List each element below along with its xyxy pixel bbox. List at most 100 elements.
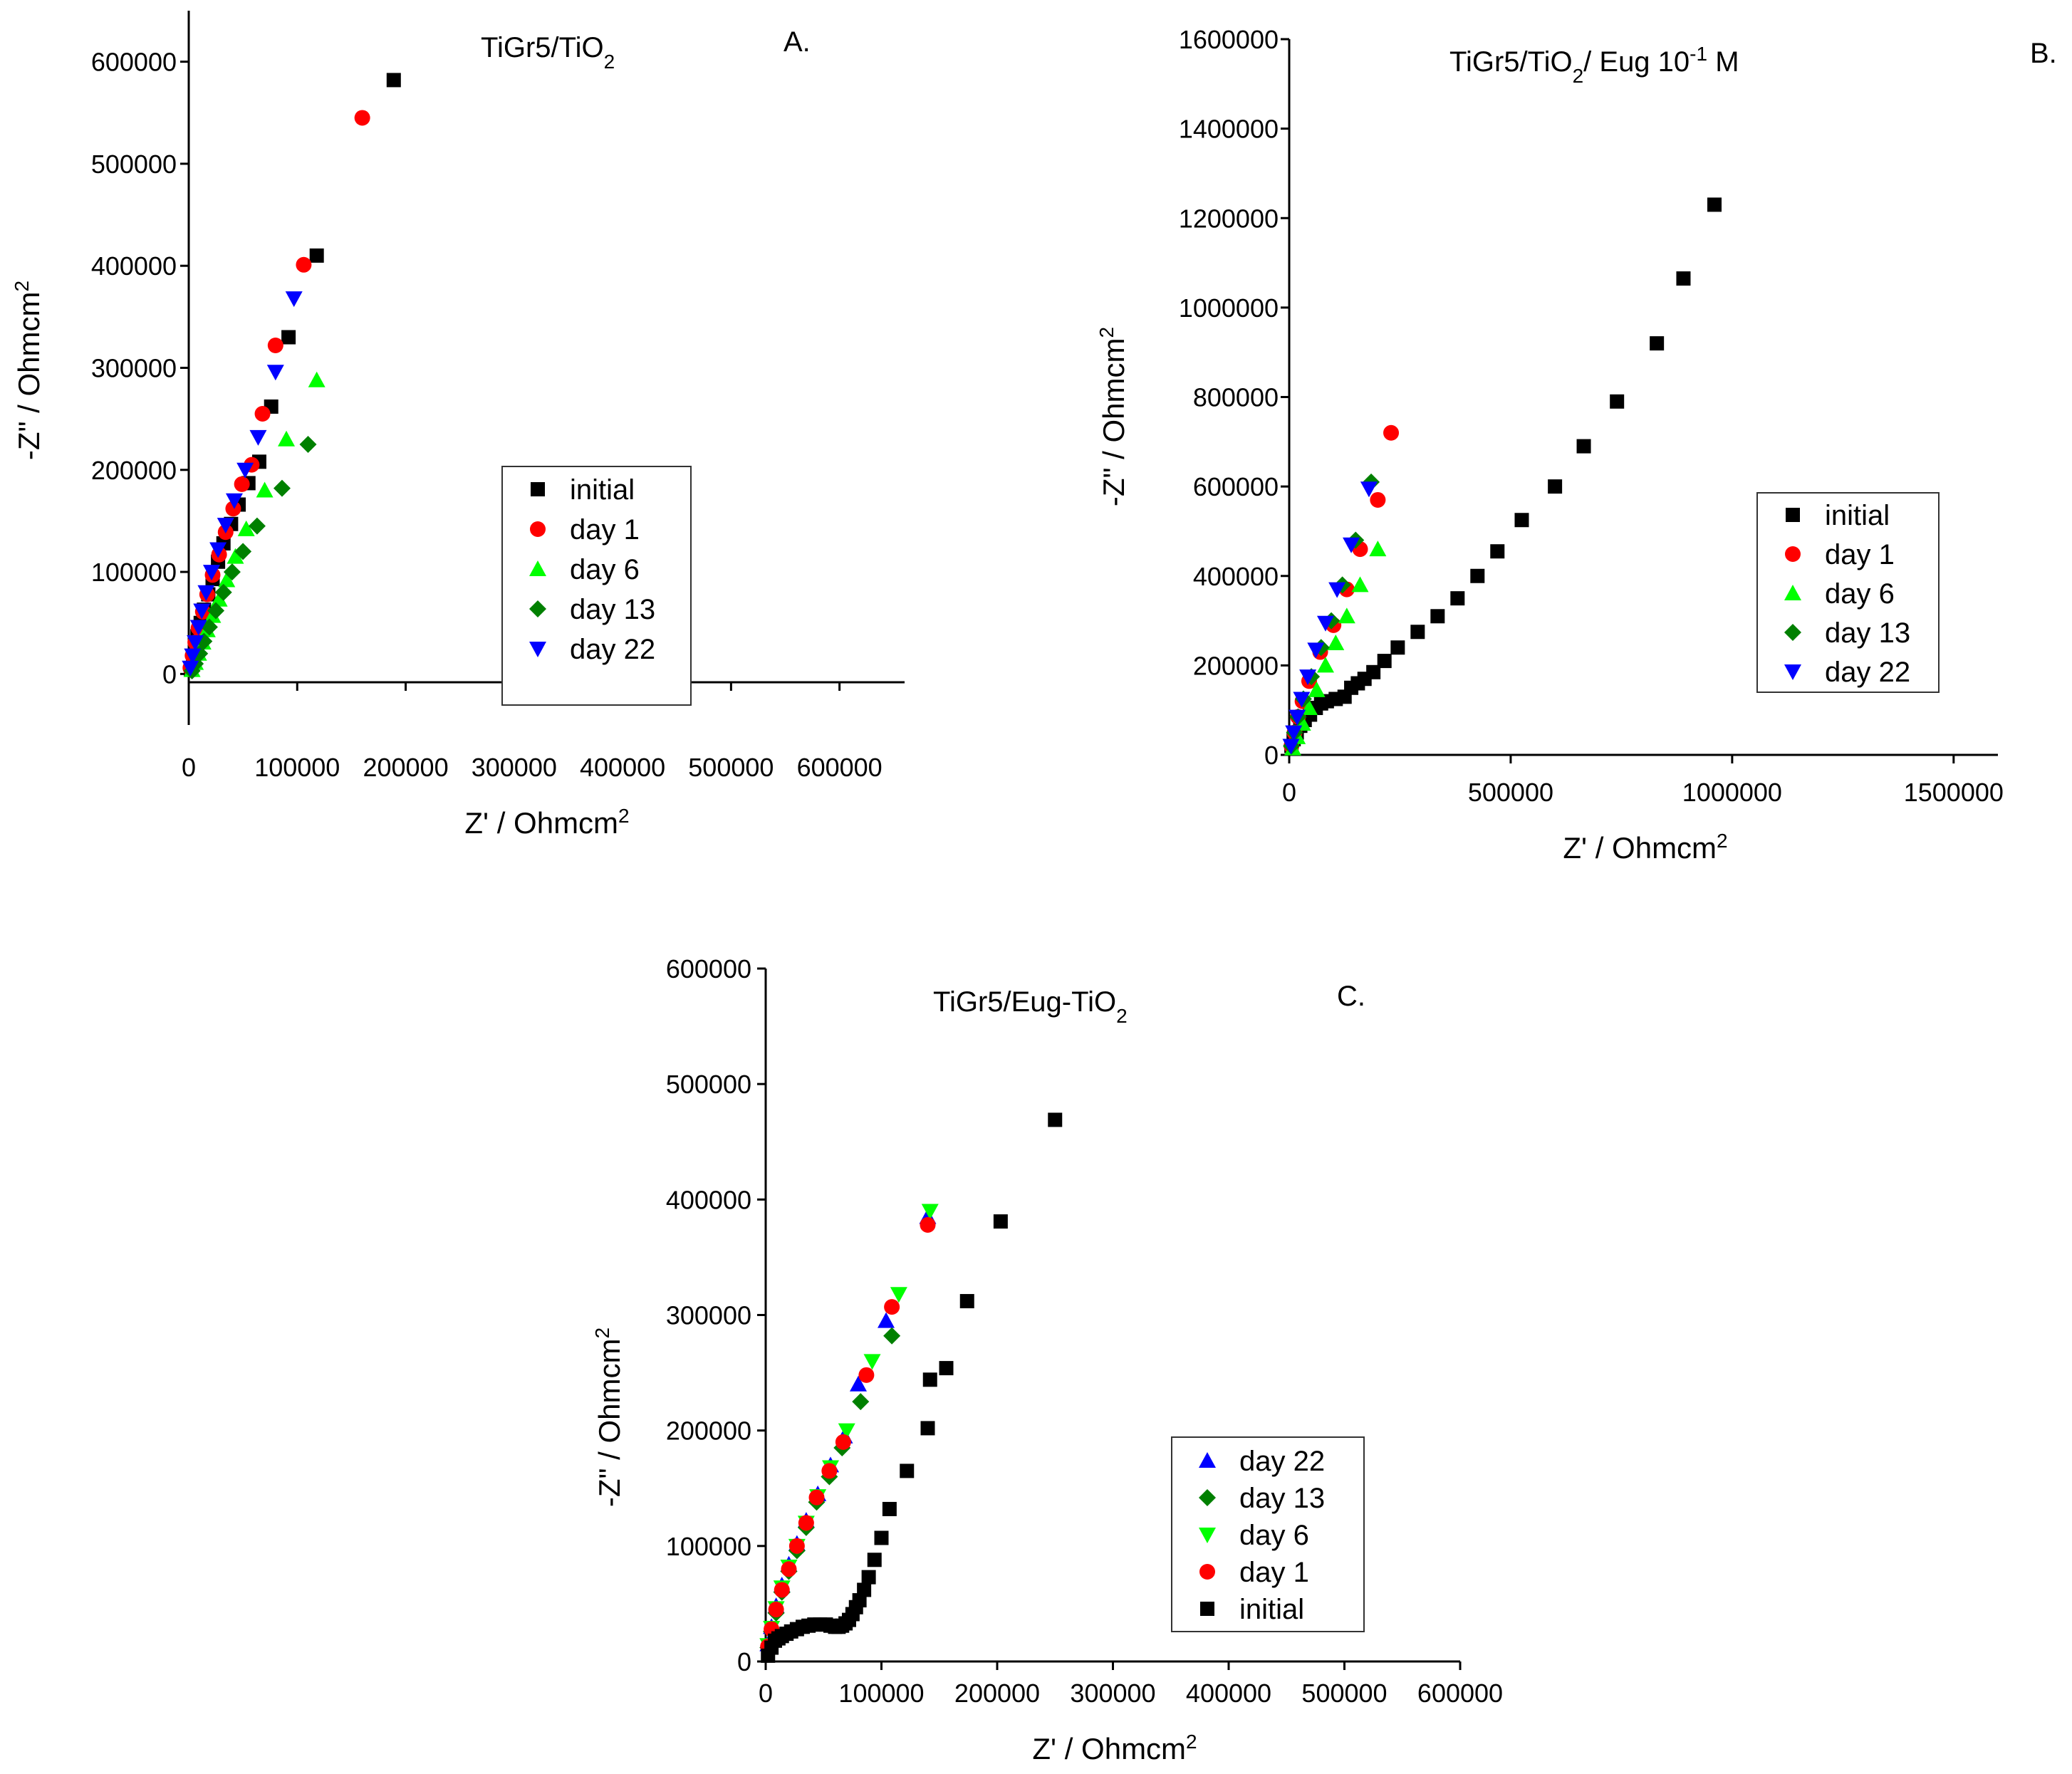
legend-marker bbox=[1199, 1564, 1215, 1580]
y-tick-label: 400000 bbox=[666, 1185, 751, 1214]
data-point bbox=[1308, 681, 1326, 697]
data-point bbox=[1450, 591, 1465, 606]
data-point bbox=[781, 1561, 797, 1577]
chart-title: TiGr5/TiO2 bbox=[481, 32, 615, 73]
data-point bbox=[1576, 439, 1591, 454]
panel-b: 0 500000 1000000 1500000 0 200000 400000 600000… bbox=[1095, 25, 2057, 865]
data-point bbox=[774, 1582, 790, 1598]
data-point bbox=[808, 1489, 825, 1506]
data-point bbox=[921, 1204, 939, 1220]
y-tick-label: 400000 bbox=[91, 251, 177, 281]
data-point bbox=[867, 1553, 882, 1567]
x-tick-label: 400000 bbox=[580, 753, 665, 782]
panel-c: 0 100000 200000 300000 400000 500000 600000 0 10… bbox=[591, 954, 1504, 1765]
data-point bbox=[939, 1361, 954, 1376]
data-point bbox=[299, 435, 317, 453]
y-tick-label: 200000 bbox=[666, 1416, 751, 1446]
data-point bbox=[863, 1354, 881, 1370]
data-point bbox=[1650, 336, 1665, 351]
legend: day 22 day 13 day 6 day 1 initial bbox=[1171, 1436, 1365, 1632]
data-point bbox=[237, 520, 255, 536]
x-tick-label: 200000 bbox=[954, 1679, 1040, 1708]
data-point bbox=[890, 1287, 907, 1303]
data-point bbox=[266, 365, 284, 381]
legend-marker bbox=[1199, 1452, 1216, 1468]
data-point bbox=[214, 583, 232, 601]
legend: initial day 1 day 6 day 13 day 22 bbox=[1756, 492, 1940, 693]
data-point bbox=[1307, 642, 1325, 659]
data-point bbox=[223, 563, 241, 581]
data-point bbox=[234, 476, 250, 492]
x-tick-label: 300000 bbox=[472, 753, 557, 782]
data-point bbox=[278, 430, 296, 447]
data-point bbox=[838, 1423, 855, 1439]
data-point bbox=[861, 1570, 876, 1585]
y-tick-label: 100000 bbox=[91, 558, 177, 587]
legend-label: day 1 bbox=[1239, 1557, 1309, 1588]
data-point bbox=[874, 1530, 889, 1545]
data-point bbox=[227, 548, 244, 564]
data-point bbox=[922, 1372, 937, 1387]
data-point bbox=[281, 330, 296, 345]
data-point bbox=[273, 479, 291, 497]
data-point bbox=[184, 648, 202, 664]
data-point bbox=[1377, 654, 1392, 669]
data-point bbox=[1316, 615, 1334, 632]
legend-marker bbox=[530, 521, 546, 537]
data-point bbox=[1366, 664, 1381, 679]
data-point bbox=[285, 291, 303, 308]
data-point bbox=[207, 602, 225, 620]
data-point bbox=[852, 1393, 870, 1411]
data-point bbox=[882, 1501, 897, 1516]
data-point bbox=[857, 1582, 872, 1597]
y-tick-label: 300000 bbox=[666, 1301, 751, 1330]
legend-label: initial bbox=[1825, 500, 1890, 531]
data-point bbox=[202, 565, 220, 581]
x-axis-label: Z' / Ohmcm2 bbox=[464, 805, 629, 840]
y-tick-label: 100000 bbox=[666, 1532, 751, 1561]
data-point bbox=[883, 1327, 901, 1345]
series-day-22 bbox=[1282, 481, 1378, 755]
data-point bbox=[1490, 544, 1505, 559]
panel-letter: B. bbox=[2030, 38, 2057, 69]
data-point bbox=[821, 1463, 838, 1479]
y-tick-label: 400000 bbox=[1193, 562, 1279, 591]
data-point bbox=[182, 660, 199, 677]
x-tick-label: 1000000 bbox=[1682, 778, 1782, 807]
x-tick-label: 100000 bbox=[254, 753, 340, 782]
data-point bbox=[1299, 669, 1317, 686]
legend-marker bbox=[531, 482, 545, 496]
data-point bbox=[1610, 394, 1625, 409]
data-point bbox=[225, 501, 241, 517]
y-tick-label: 0 bbox=[737, 1647, 751, 1676]
legend-box bbox=[501, 466, 692, 706]
x-axis-label: Z' / Ohmcm2 bbox=[1563, 830, 1727, 865]
data-point bbox=[236, 462, 254, 479]
x-tick-label: 1500000 bbox=[1904, 778, 2004, 807]
series-initial bbox=[184, 73, 401, 677]
data-point bbox=[1707, 197, 1722, 212]
panel-a: 0 100000 200000 300000 400000 500000 600000 0 10… bbox=[11, 11, 905, 840]
y-tick-label: 300000 bbox=[91, 354, 177, 383]
data-point bbox=[1514, 513, 1529, 528]
data-point bbox=[1430, 609, 1445, 624]
data-point bbox=[1370, 491, 1386, 508]
legend-label: initial bbox=[1239, 1594, 1304, 1625]
y-tick-label: 600000 bbox=[1193, 472, 1279, 501]
legend-label: day 22 bbox=[1239, 1446, 1325, 1477]
data-point bbox=[1351, 576, 1369, 593]
y-axis-label: -Z" / Ohmcm2 bbox=[1095, 327, 1131, 506]
data-point bbox=[788, 1538, 805, 1554]
x-tick-label: 0 bbox=[1282, 778, 1296, 807]
data-point bbox=[1327, 634, 1345, 650]
legend-marker bbox=[1786, 508, 1800, 522]
data-point bbox=[1285, 725, 1303, 741]
data-point bbox=[234, 543, 252, 560]
data-point bbox=[187, 635, 204, 651]
y-tick-label: 0 bbox=[162, 659, 177, 689]
data-point bbox=[1470, 568, 1485, 583]
legend-label: day 1 bbox=[1825, 539, 1895, 570]
data-point bbox=[197, 585, 215, 601]
data-point bbox=[1338, 607, 1355, 624]
data-point bbox=[1316, 657, 1334, 673]
